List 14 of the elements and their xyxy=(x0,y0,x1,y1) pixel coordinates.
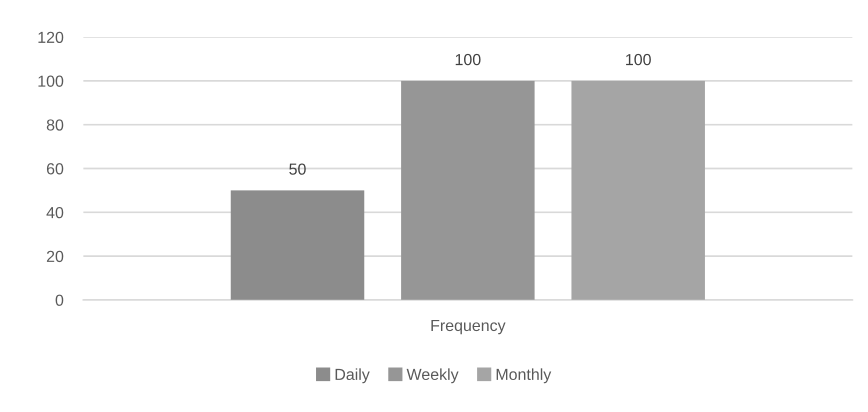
x-tick-label: Frequency xyxy=(431,320,506,334)
data-label: 100 xyxy=(456,54,481,66)
y-tick-label: 80 xyxy=(46,119,64,131)
data-label: 50 xyxy=(289,163,306,175)
y-tick-label: 60 xyxy=(46,163,64,174)
y-tick-label: 100 xyxy=(38,76,64,87)
y-tick-label: 20 xyxy=(46,250,64,262)
legend-label: Daily xyxy=(336,368,370,384)
y-tick-label: 0 xyxy=(56,294,64,306)
legend-label: Weekly xyxy=(406,368,459,384)
y-tick-label: 40 xyxy=(46,206,64,218)
data-label: 100 xyxy=(626,54,651,66)
y-tick-label: 120 xyxy=(38,32,64,44)
legend-label: Monthly xyxy=(496,368,552,384)
